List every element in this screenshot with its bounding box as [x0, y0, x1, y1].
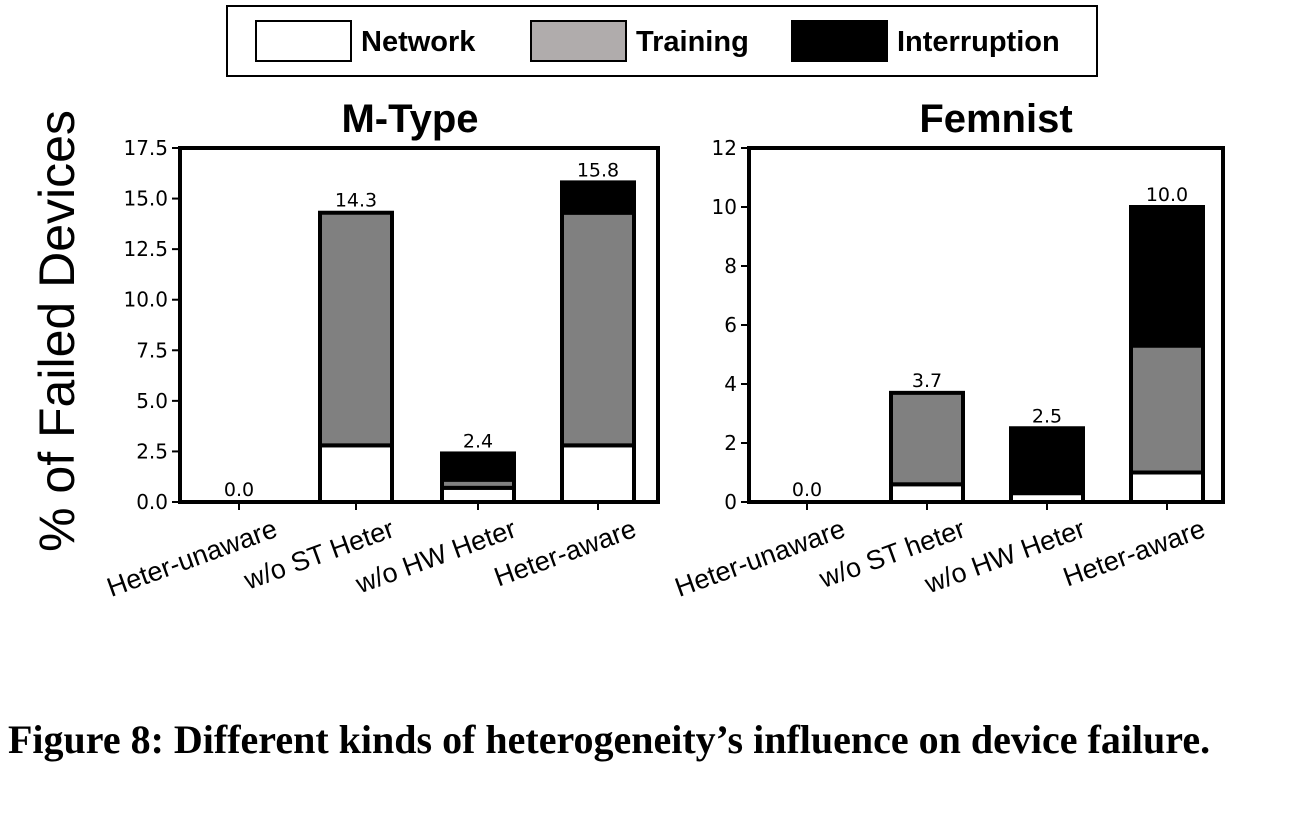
chart-title: M-Type [341, 97, 478, 141]
y-tick-label: 12 [712, 136, 737, 160]
x-category-label: Heter-unaware [671, 513, 849, 602]
legend-label-network: Network [361, 26, 476, 58]
y-tick-label: 2.5 [136, 439, 168, 463]
y-tick-label: 12.5 [123, 237, 168, 261]
bar-total-label: 15.8 [577, 159, 619, 181]
bar-total-label: 0.0 [224, 479, 254, 501]
y-tick-label: 7.5 [136, 338, 168, 362]
legend-swatch-interruption [791, 20, 888, 62]
legend-frame [226, 5, 1098, 77]
bar-segment-training [318, 210, 394, 448]
bar-segment-network [318, 443, 394, 504]
y-tick-label: 10 [712, 195, 737, 219]
y-tick-label: 8 [724, 254, 737, 278]
chart-title: Femnist [919, 97, 1072, 141]
chart-panel-m-type: M-Type 0.02.55.07.510.012.515.017.50.0He… [103, 97, 660, 603]
bar-segment-training [1129, 343, 1205, 475]
y-tick-label: 15.0 [123, 187, 168, 211]
bar-segment-interruption [440, 451, 516, 482]
plot-frame [178, 146, 660, 504]
legend-swatch-training [530, 20, 627, 62]
y-tick-label: 4 [724, 372, 737, 396]
bar-total-label: 2.5 [1032, 405, 1062, 427]
bar-segment-interruption [1129, 205, 1205, 348]
bar-segment-network [1129, 470, 1205, 504]
plot-frame [747, 146, 1225, 504]
y-tick-label: 5.0 [136, 389, 168, 413]
y-tick-label: 6 [724, 313, 737, 337]
bar-segment-interruption [1009, 426, 1085, 496]
bar-total-label: 14.3 [335, 190, 377, 212]
y-tick-label: 17.5 [123, 136, 168, 160]
figure-caption: Figure 8: Different kinds of heterogenei… [8, 717, 1211, 762]
bar-total-label: 2.4 [463, 430, 493, 452]
bar-segment-network [560, 443, 636, 504]
legend-swatch-network [255, 20, 352, 62]
bar-segment-network [440, 485, 516, 504]
bar-segment-training [889, 390, 965, 487]
bar-segment-training [560, 210, 636, 448]
y-tick-label: 10.0 [123, 288, 168, 312]
y-tick-label: 0.0 [136, 490, 168, 514]
y-tick-label: 2 [724, 431, 737, 455]
chart-panel-femnist: Femnist 0246810120.0Heter-unaware3.7w/o … [671, 97, 1225, 603]
y-axis-label: % of Failed Devices [29, 110, 85, 552]
legend-label-training: Training [636, 26, 749, 58]
bar-segment-network [889, 482, 965, 504]
bar-total-label: 0.0 [792, 479, 822, 501]
bar-total-label: 10.0 [1146, 184, 1188, 206]
legend: Network Training Interruption [226, 5, 1098, 77]
y-tick-label: 0 [724, 490, 737, 514]
legend-label-interruption: Interruption [897, 26, 1060, 58]
bar-total-label: 3.7 [912, 370, 942, 392]
bar-segment-interruption [560, 180, 636, 215]
